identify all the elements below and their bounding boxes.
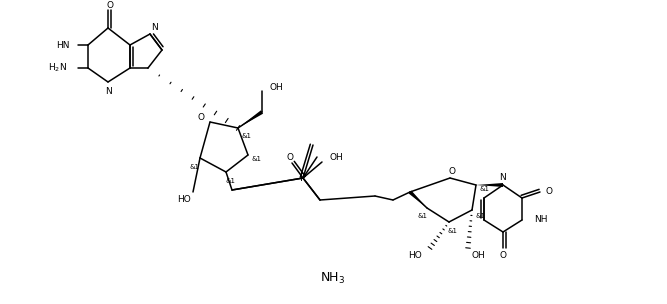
Text: &1: &1 — [417, 213, 427, 219]
Text: O: O — [500, 251, 506, 261]
Text: P: P — [300, 173, 306, 183]
Text: H$_2$N: H$_2$N — [48, 62, 67, 74]
Text: O: O — [546, 188, 553, 196]
Text: OH: OH — [472, 251, 486, 261]
Text: &1: &1 — [251, 156, 261, 162]
Text: &1: &1 — [479, 186, 489, 192]
Text: N: N — [500, 172, 506, 181]
Text: N: N — [105, 87, 111, 95]
Text: OH: OH — [270, 84, 283, 92]
Text: NH: NH — [534, 216, 548, 224]
Text: NH$_3$: NH$_3$ — [320, 271, 346, 285]
Text: &1: &1 — [241, 133, 251, 139]
Polygon shape — [238, 110, 263, 128]
Text: O: O — [448, 168, 456, 177]
Text: &1: &1 — [448, 228, 458, 234]
Text: &1: &1 — [190, 164, 200, 170]
Text: HO: HO — [408, 251, 422, 261]
Text: O: O — [287, 153, 293, 161]
Text: HN: HN — [57, 40, 70, 50]
Polygon shape — [409, 191, 427, 208]
Text: &1: &1 — [475, 213, 485, 219]
Text: HO: HO — [177, 195, 191, 205]
Text: O: O — [198, 113, 205, 123]
Text: O: O — [107, 1, 113, 9]
Text: OH: OH — [330, 154, 344, 163]
Polygon shape — [476, 183, 503, 187]
Text: &1: &1 — [226, 178, 236, 184]
Text: N: N — [151, 22, 157, 32]
